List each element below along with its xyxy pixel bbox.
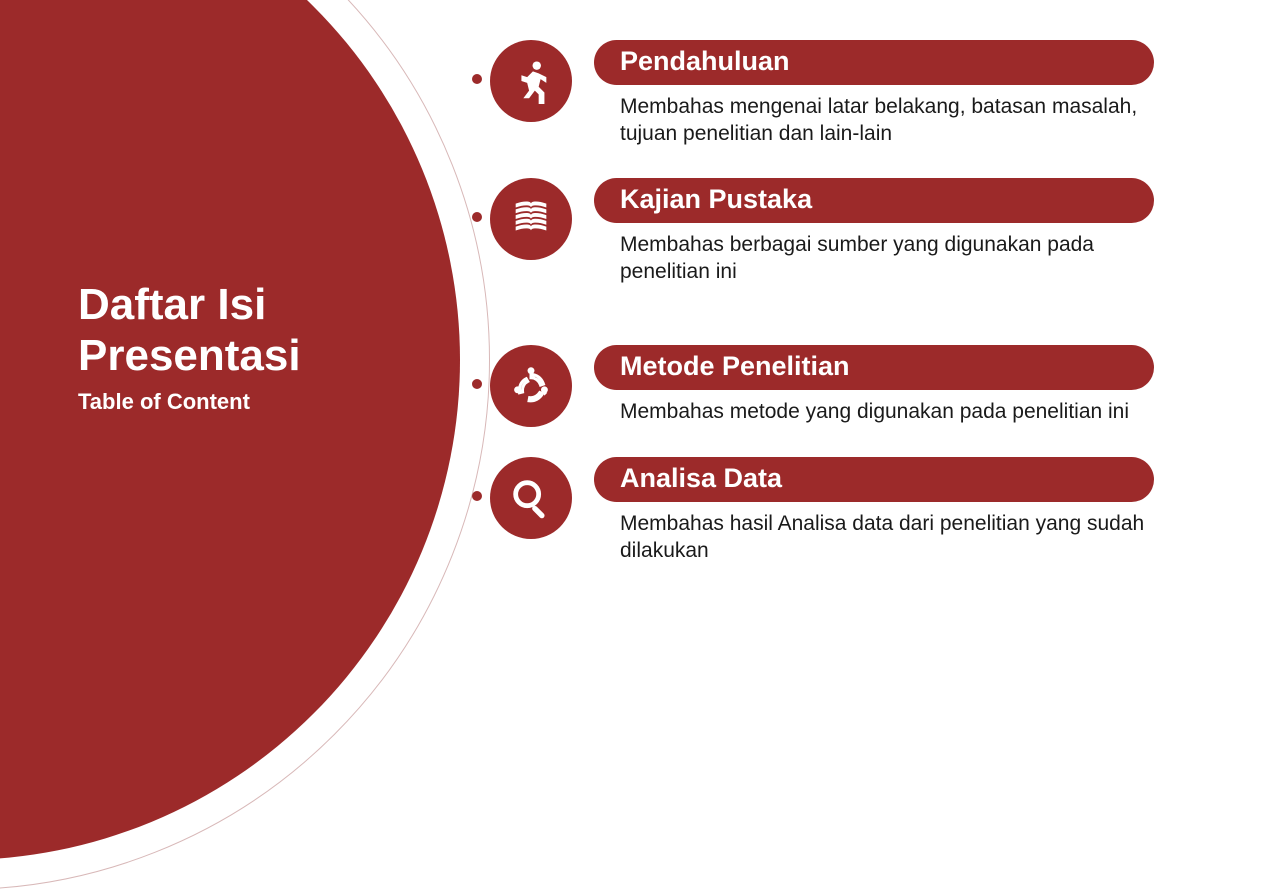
item-heading: Kajian Pustaka bbox=[594, 178, 1154, 223]
title-line2: Presentasi bbox=[78, 331, 301, 380]
item-description: Membahas hasil Analisa data dari penelit… bbox=[620, 510, 1180, 565]
bullet-dot bbox=[472, 491, 482, 501]
bullet-dot bbox=[472, 212, 482, 222]
main-arc-shape bbox=[0, 0, 460, 860]
toc-items: Pendahuluan Membahas mengenai latar bela… bbox=[490, 40, 1250, 595]
item-body: Analisa Data Membahas hasil Analisa data… bbox=[594, 457, 1250, 565]
page-subtitle: Table of Content bbox=[78, 389, 301, 415]
item-body: Kajian Pustaka Membahas berbagai sumber … bbox=[594, 178, 1250, 286]
item-heading: Metode Penelitian bbox=[594, 345, 1154, 390]
item-description: Membahas metode yang digunakan pada pene… bbox=[620, 398, 1180, 425]
item-heading: Pendahuluan bbox=[594, 40, 1154, 85]
item-body: Metode Penelitian Membahas metode yang d… bbox=[594, 345, 1250, 425]
bullet-dot bbox=[472, 74, 482, 84]
icon-circle bbox=[490, 40, 572, 122]
item-description: Membahas mengenai latar belakang, batasa… bbox=[620, 93, 1180, 148]
toc-item-metode-penelitian: Metode Penelitian Membahas metode yang d… bbox=[490, 345, 1250, 427]
running-icon bbox=[508, 58, 554, 104]
icon-circle bbox=[490, 178, 572, 260]
item-heading: Analisa Data bbox=[594, 457, 1154, 502]
title-block: Daftar Isi Presentasi Table of Content bbox=[78, 280, 301, 415]
icon-circle bbox=[490, 345, 572, 427]
title-line1: Daftar Isi bbox=[78, 280, 266, 329]
toc-item-pendahuluan: Pendahuluan Membahas mengenai latar bela… bbox=[490, 40, 1250, 148]
toc-item-kajian-pustaka: Kajian Pustaka Membahas berbagai sumber … bbox=[490, 178, 1250, 286]
magnifier-icon bbox=[508, 475, 554, 521]
item-description: Membahas berbagai sumber yang digunakan … bbox=[620, 231, 1180, 286]
item-body: Pendahuluan Membahas mengenai latar bela… bbox=[594, 40, 1250, 148]
icon-circle bbox=[490, 457, 572, 539]
cycle-icon bbox=[508, 363, 554, 409]
books-icon bbox=[508, 196, 554, 242]
page-title: Daftar Isi Presentasi bbox=[78, 280, 301, 381]
toc-item-analisa-data: Analisa Data Membahas hasil Analisa data… bbox=[490, 457, 1250, 565]
